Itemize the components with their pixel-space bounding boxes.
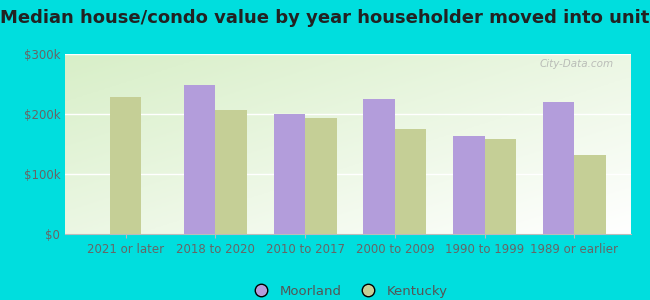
Text: Median house/condo value by year householder moved into unit: Median house/condo value by year househo…: [0, 9, 650, 27]
Bar: [305, 118, 337, 234]
Bar: [274, 114, 305, 234]
Legend: Moorland, Kentucky: Moorland, Kentucky: [242, 279, 453, 300]
Bar: [110, 97, 141, 234]
Bar: [184, 85, 215, 234]
Bar: [363, 99, 395, 234]
Bar: [575, 155, 606, 234]
Text: City-Data.com: City-Data.com: [540, 59, 614, 69]
Bar: [543, 102, 575, 234]
Bar: [485, 139, 516, 234]
Bar: [453, 136, 485, 234]
Bar: [215, 110, 247, 234]
Bar: [395, 129, 426, 234]
